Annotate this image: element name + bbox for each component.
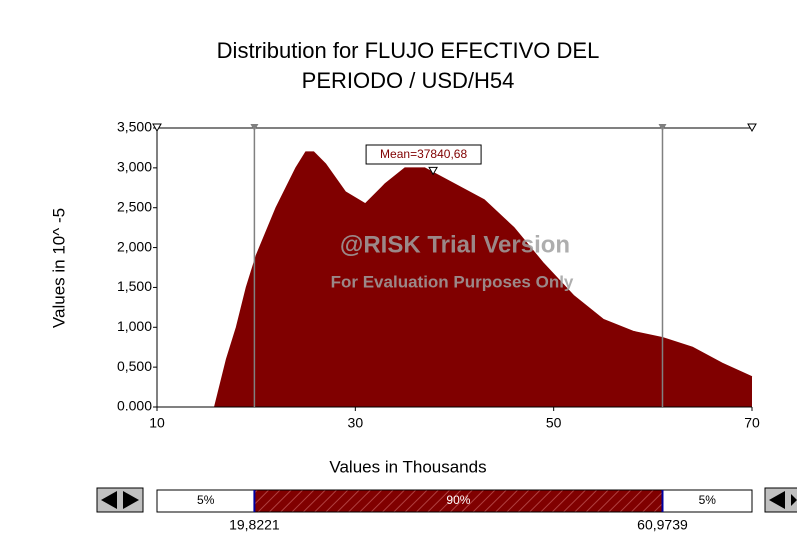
right-buttons[interactable]: [764, 487, 797, 513]
chart-title: PERIODO / USD/H54: [302, 68, 515, 93]
y-tick-label: 3,000: [117, 159, 152, 175]
x-tick-label: 10: [149, 415, 165, 431]
delimiter-marker: [658, 124, 667, 131]
mean-box: [365, 144, 482, 165]
y-tick-label: 1,000: [117, 318, 152, 334]
y-axis-label: Values in 10^ -5: [49, 208, 68, 328]
y-tick-label: 2,000: [117, 238, 152, 254]
y-tick-label: 0.000: [117, 398, 152, 414]
x-tick-label: 30: [348, 415, 364, 431]
mean-label: Mean=37840,68: [380, 147, 467, 161]
limit-marker: [152, 123, 162, 133]
area-line: [214, 151, 753, 408]
delimiter-label: 60,9739: [637, 517, 688, 533]
mean-marker: [428, 166, 438, 176]
x-tick-label: 70: [744, 415, 760, 431]
delimiter-marker: [250, 124, 259, 131]
watermark: @RISK Trial Version: [340, 231, 570, 258]
percent-label: 90%: [446, 493, 470, 507]
x-axis-label: Values in Thousands: [329, 457, 486, 476]
y-tick-label: 2,500: [117, 198, 152, 214]
chart-title: Distribution for FLUJO EFECTIVO DEL: [217, 38, 600, 63]
watermark: For Evaluation Purposes Only: [331, 272, 574, 291]
delimiter-label: 19,8221: [229, 517, 280, 533]
percent-label: 5%: [699, 493, 717, 507]
y-tick-label: 0,500: [117, 358, 152, 374]
limit-marker: [747, 123, 757, 133]
area-fill: [214, 151, 752, 407]
percent-label: 5%: [197, 493, 215, 507]
y-tick-label: 3,500: [117, 119, 152, 135]
x-tick-label: 50: [546, 415, 562, 431]
left-buttons[interactable]: [96, 487, 144, 513]
y-tick-label: 1,500: [117, 278, 152, 294]
